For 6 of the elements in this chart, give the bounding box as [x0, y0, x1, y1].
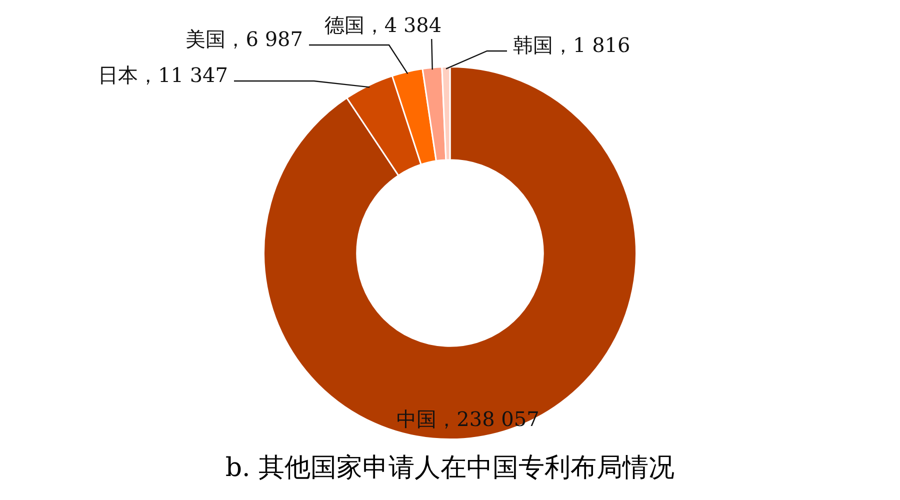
slice-label: 日本，11 347: [98, 63, 228, 88]
slice-label: 美国，6 987: [186, 27, 303, 52]
slice-label: 韩国，1 816: [513, 33, 630, 58]
slice-label: 德国，4 384: [324, 13, 442, 38]
slice-label: 中国，238 057: [396, 407, 540, 432]
text: b. 其他国家申请人在中国专利布局情况: [224, 452, 676, 485]
